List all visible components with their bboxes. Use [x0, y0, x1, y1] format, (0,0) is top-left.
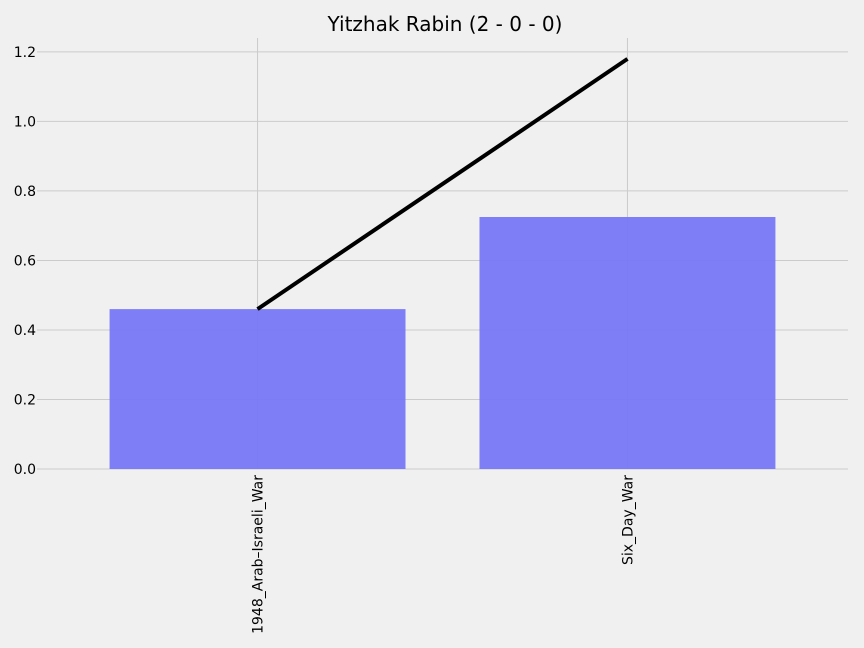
y-tick-label: 0.0 — [14, 462, 36, 478]
bar-1 — [479, 217, 776, 469]
x-axis-ticks: 1948_Arab–Israeli_War Six_Day_War — [251, 475, 637, 634]
trend-line-path — [256, 57, 629, 311]
trend-line — [256, 57, 629, 311]
y-tick-label: 1.2 — [14, 45, 36, 61]
y-tick-label: 0.2 — [14, 392, 36, 408]
y-tick-label: 1.0 — [14, 114, 36, 130]
x-tick-label: Six_Day_War — [620, 475, 636, 565]
bar-0 — [109, 309, 406, 469]
y-tick-label: 0.6 — [14, 253, 36, 269]
chart-title: Yitzhak Rabin (2 - 0 - 0) — [327, 12, 563, 36]
y-tick-label: 0.8 — [14, 184, 36, 200]
y-tick-label: 0.4 — [14, 323, 36, 339]
bars — [109, 217, 776, 469]
x-tick-label: 1948_Arab–Israeli_War — [251, 475, 267, 634]
y-axis-ticks: 0.0 0.2 0.4 0.6 0.8 1.0 1.2 — [14, 45, 36, 478]
